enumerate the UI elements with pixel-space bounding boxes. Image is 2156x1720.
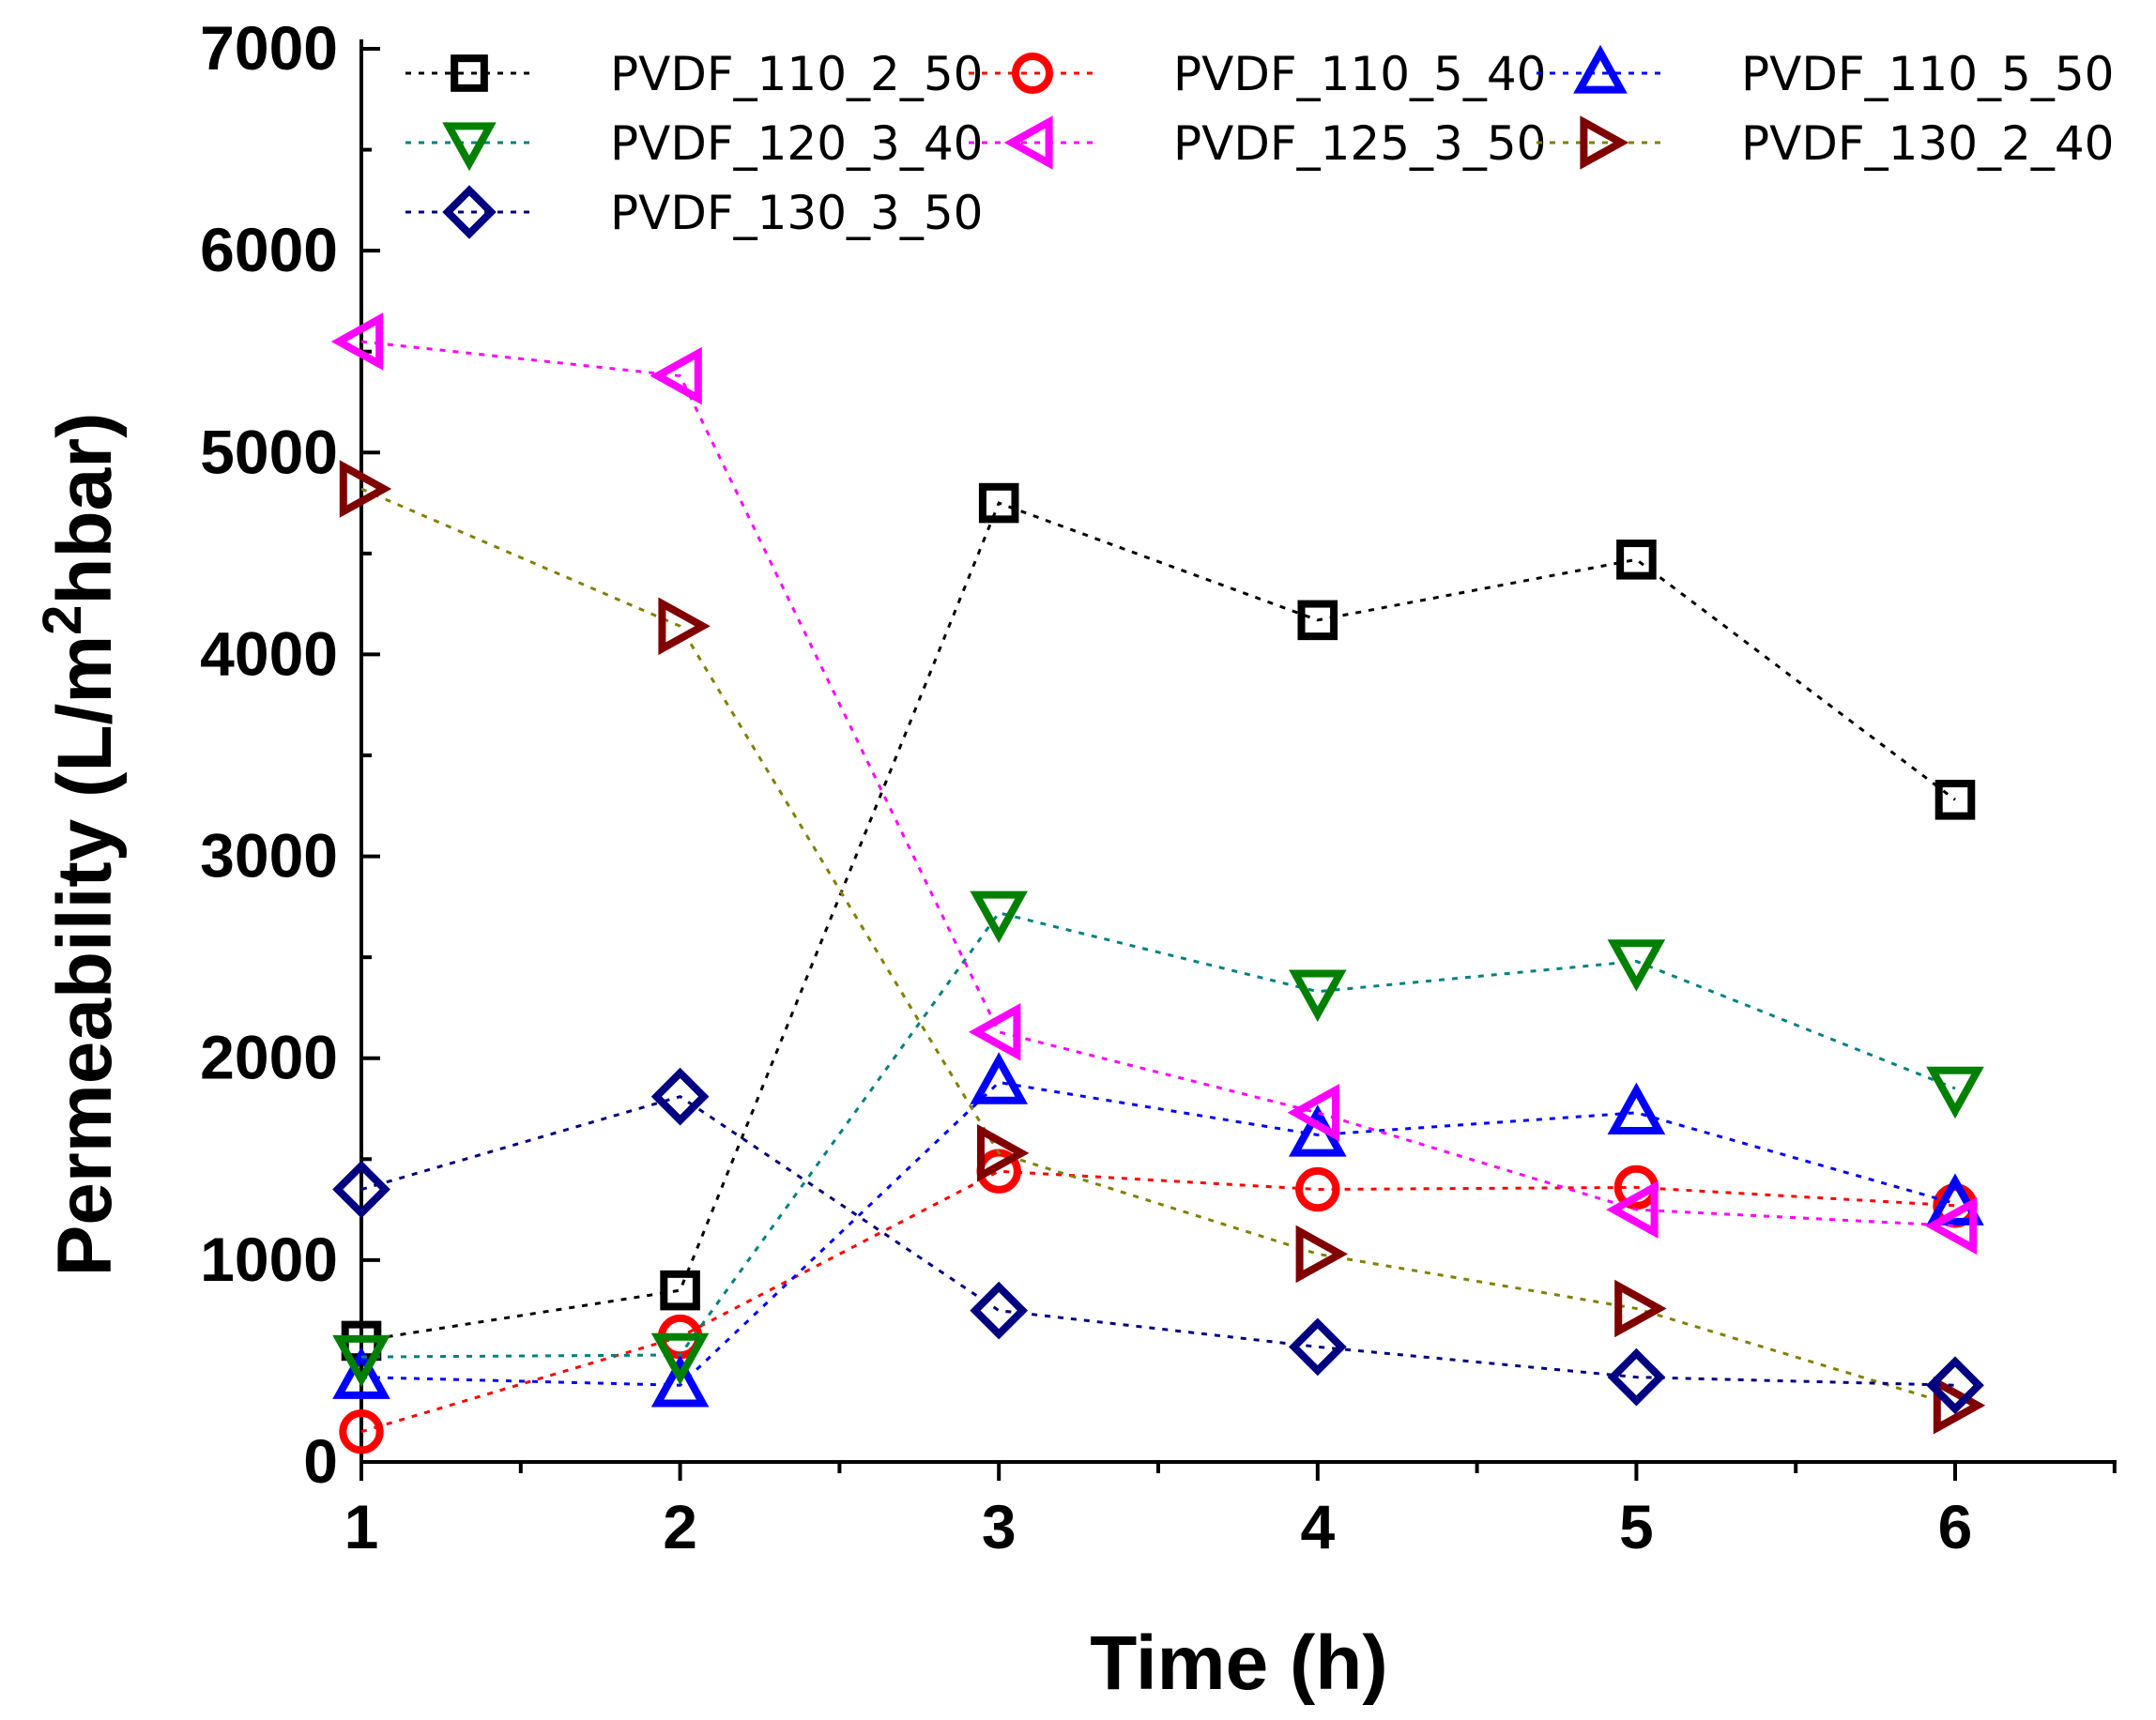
series-line — [360, 1169, 1956, 1434]
series-line — [360, 487, 1956, 1408]
legend-entry: PVDF_130_3_50 — [405, 185, 984, 240]
data-point — [658, 597, 711, 656]
legend-entry: PVDF_110_5_50 — [1537, 44, 2115, 101]
data-point — [977, 1124, 1030, 1182]
data-point — [1288, 1317, 1347, 1377]
data-point — [1607, 939, 1666, 992]
data-point — [650, 1355, 710, 1408]
data-point — [1295, 1225, 1349, 1284]
data-point — [970, 1281, 1029, 1340]
data-point — [1933, 1376, 1986, 1435]
legend-marker — [1003, 115, 1053, 170]
y-axis-title-superscript: 2 — [32, 605, 93, 635]
series-PVDF_110_5_50 — [332, 1052, 1984, 1408]
series-PVDF_130_3_50 — [332, 1067, 1984, 1415]
data-point — [1926, 1173, 1984, 1225]
legend-marker — [442, 122, 497, 172]
x-tick-label: 2 — [663, 1492, 697, 1561]
data-point — [650, 346, 702, 405]
legend-entry: PVDF_110_5_40 — [969, 47, 1547, 101]
data-point — [650, 1332, 710, 1386]
y-tick-label: 1000 — [200, 1225, 338, 1294]
y-tick-label: 5000 — [200, 417, 338, 486]
legend-label: PVDF_130_3_50 — [610, 186, 984, 240]
legend-entry: PVDF_110_2_50 — [405, 47, 984, 101]
legend-marker — [451, 54, 488, 92]
series-line — [360, 911, 1956, 1359]
legend-label: PVDF_125_3_50 — [1173, 116, 1547, 171]
legend-label: PVDF_110_5_40 — [1173, 47, 1547, 101]
data-point — [1616, 540, 1657, 580]
data-point — [332, 1160, 390, 1219]
data-point — [1297, 600, 1338, 641]
legend-label: PVDF_110_2_50 — [610, 47, 984, 101]
data-point — [1934, 780, 1976, 820]
data-point — [1614, 1279, 1667, 1338]
x-tick-label: 6 — [1938, 1492, 1973, 1561]
legend-marker — [442, 185, 497, 239]
series-line — [360, 501, 1956, 1343]
x-tick-label: 5 — [1619, 1492, 1654, 1561]
legend-label: PVDF_120_3_40 — [610, 116, 984, 171]
data-point — [1607, 1082, 1666, 1135]
data-point — [660, 1270, 700, 1311]
data-point — [339, 460, 392, 518]
data-point — [1289, 969, 1347, 1022]
legend-label: PVDF_130_2_40 — [1741, 116, 2115, 171]
data-point — [650, 1067, 710, 1126]
data-point — [339, 1409, 384, 1454]
series-PVDF_110_5_40 — [339, 1149, 1978, 1454]
series-PVDF_120_3_40 — [332, 890, 1984, 1388]
legend-entry: PVDF_130_2_40 — [1537, 115, 2115, 171]
y-tick-label: 4000 — [200, 618, 338, 688]
data-point — [1924, 1196, 1978, 1256]
legend-marker — [1011, 52, 1054, 95]
y-tick-label: 0 — [303, 1426, 338, 1496]
y-tick-label: 6000 — [200, 215, 338, 284]
y-axis-title: Permeability (L/m2hbar) — [32, 413, 128, 1277]
x-tick-label: 3 — [982, 1492, 1017, 1561]
legend-entry: PVDF_120_3_40 — [405, 116, 984, 172]
data-point — [332, 1347, 390, 1399]
data-point — [1607, 1347, 1666, 1407]
data-point — [330, 312, 384, 371]
data-point — [968, 1002, 1021, 1061]
axes-layer: 0 1000 2000 3000 4000 5000 6000 7000 1 2 3 4 5 6 — [200, 13, 2117, 1561]
y-tick-label: 7000 — [200, 13, 338, 83]
series-PVDF_110_2_50 — [341, 482, 1976, 1362]
legend-label: PVDF_110_5_50 — [1741, 47, 2115, 101]
y-axis-title-prefix: Permeability (L/m — [42, 635, 128, 1277]
x-axis-title: Time (h) — [1090, 1621, 1387, 1706]
series-PVDF_125_3_50 — [330, 312, 1978, 1256]
y-axis-title-suffix: hbar) — [42, 413, 128, 605]
series-line — [360, 1080, 1956, 1387]
y-tick-label: 3000 — [200, 821, 338, 890]
series-line — [360, 1094, 1956, 1387]
data-point — [1606, 1180, 1659, 1239]
data-point — [1287, 1084, 1339, 1142]
data-point — [1295, 1166, 1340, 1212]
data-point — [1926, 1356, 1984, 1415]
data-point — [970, 890, 1028, 944]
data-point — [332, 1334, 390, 1388]
data-point — [970, 1052, 1028, 1104]
legend-entry: PVDF_125_3_50 — [969, 115, 1547, 171]
series-line — [360, 340, 1956, 1227]
y-tick-label: 2000 — [200, 1023, 338, 1092]
x-tick-label: 1 — [344, 1492, 379, 1561]
series-layer — [330, 312, 1986, 1454]
data-point — [978, 482, 1019, 524]
data-point — [1926, 1066, 1984, 1119]
legend-marker — [1573, 44, 1628, 94]
x-tick-label: 4 — [1300, 1492, 1335, 1561]
series-PVDF_130_2_40 — [339, 460, 1986, 1435]
legend-marker — [1580, 115, 1629, 170]
legend: PVDF_110_2_50 PVDF_110_5_40 PVDF_110_5_50 P… — [405, 44, 2115, 240]
